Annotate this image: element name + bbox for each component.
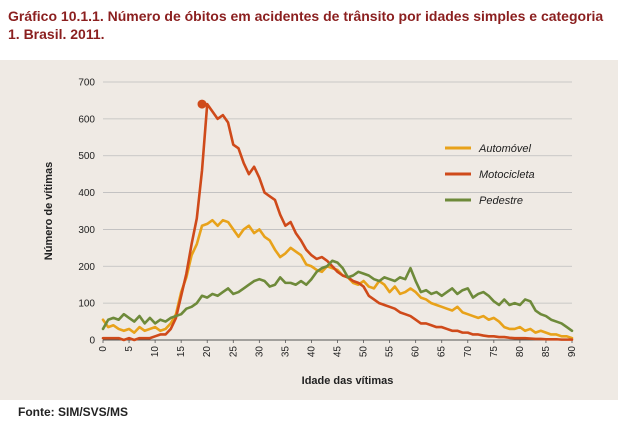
y-tick-label-500: 500 xyxy=(78,151,95,162)
x-tick-label-5: 5 xyxy=(124,346,135,352)
x-tick-label-25: 25 xyxy=(228,346,239,358)
x-tick-label-35: 35 xyxy=(280,346,291,358)
y-tick-label-300: 300 xyxy=(78,225,95,236)
legend-label-0: Automóvel xyxy=(478,143,532,155)
legend-label-1: Motocicleta xyxy=(479,169,535,181)
x-tick-label-15: 15 xyxy=(176,346,187,358)
x-tick-label-10: 10 xyxy=(150,346,161,358)
y-tick-label-700: 700 xyxy=(78,78,95,89)
legend-label-2: Pedestre xyxy=(479,195,523,207)
series-layer xyxy=(101,99,574,342)
grid-layer xyxy=(103,81,572,341)
series-line-1 xyxy=(101,102,574,342)
x-tick-label-0: 0 xyxy=(98,346,109,352)
series-line-2 xyxy=(101,259,574,333)
y-axis-title: Número de vítimas xyxy=(43,162,55,260)
x-tick-label-75: 75 xyxy=(489,346,500,358)
x-tick-label-60: 60 xyxy=(411,346,422,358)
x-axis-title: Idade das vítimas xyxy=(302,375,394,387)
axis-layer: 0 100 200 300 400 500 600 700 0 5 10 15 20 25 30 35 40 45… xyxy=(78,78,578,358)
source-note: Fonte: SIM/SVS/MS xyxy=(18,405,129,419)
x-tick-label-20: 20 xyxy=(202,346,213,358)
y-tick-label-200: 200 xyxy=(78,262,95,273)
x-tick-label-40: 40 xyxy=(306,346,317,358)
x-tick-label-30: 30 xyxy=(254,346,265,358)
legend: Automóvel Motocicleta Pedestre xyxy=(445,143,535,207)
x-tick-label-55: 55 xyxy=(385,346,396,358)
x-tick-label-85: 85 xyxy=(541,346,552,358)
x-tick-label-80: 80 xyxy=(515,346,526,358)
y-tick-label-600: 600 xyxy=(78,114,95,125)
x-tick-label-50: 50 xyxy=(359,346,370,358)
y-tick-label-400: 400 xyxy=(78,188,95,199)
x-tick-label-45: 45 xyxy=(333,346,344,358)
plot-panel xyxy=(0,60,618,400)
x-tick-label-70: 70 xyxy=(463,346,474,358)
x-tick-label-90: 90 xyxy=(567,346,578,358)
chart-title: Gráfico 10.1.1. Número de óbitos em acid… xyxy=(8,8,604,42)
y-tick-label-100: 100 xyxy=(78,299,95,310)
y-tick-label-0: 0 xyxy=(89,336,95,347)
x-tick-label-65: 65 xyxy=(437,346,448,358)
peak-marker-point xyxy=(197,99,207,109)
